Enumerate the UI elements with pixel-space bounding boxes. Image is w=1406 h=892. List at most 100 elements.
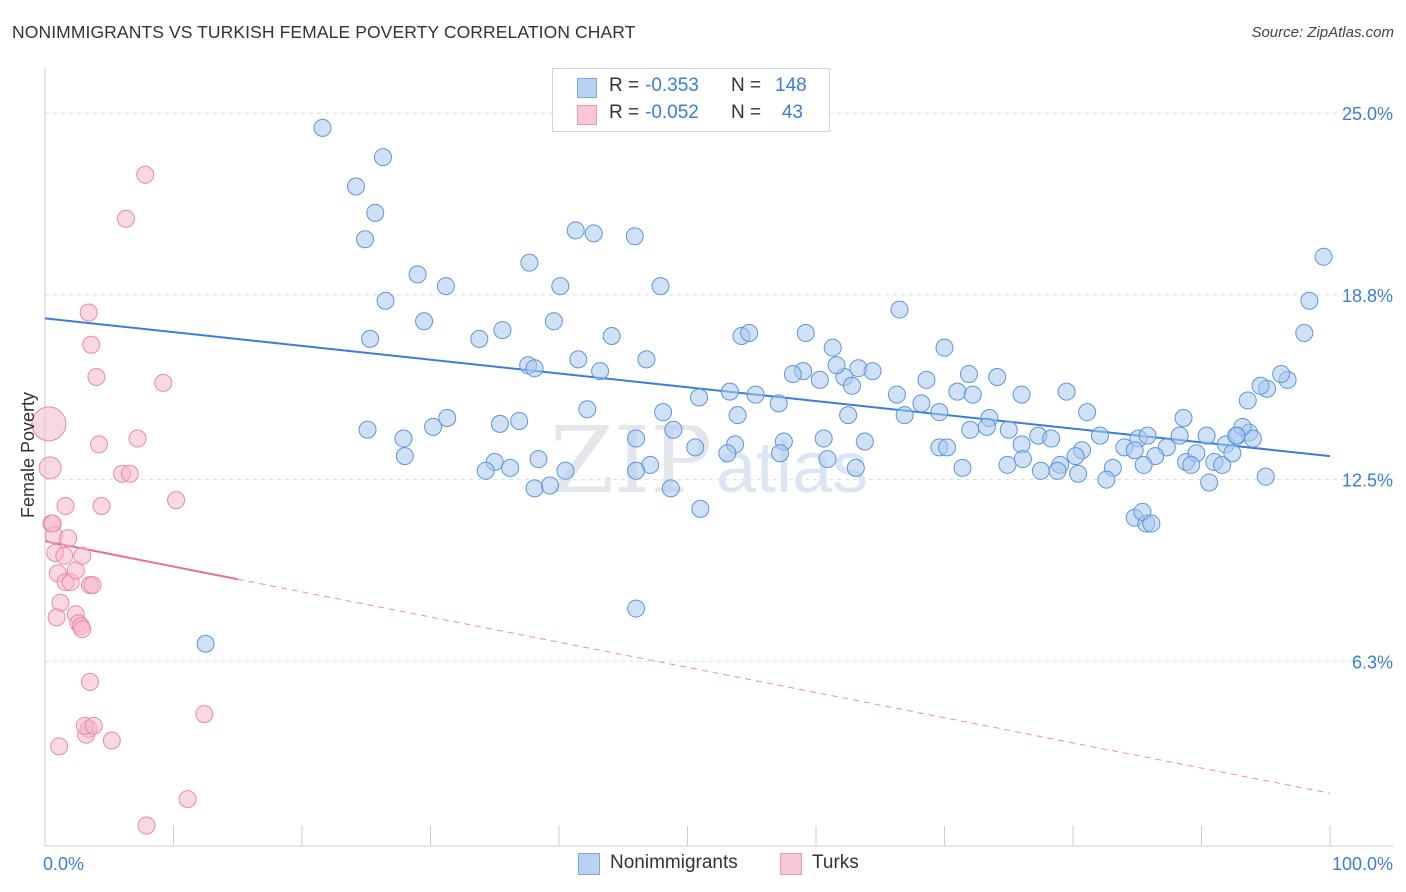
point-nonimmigrants (637, 350, 656, 369)
point-nonimmigrants (1300, 291, 1319, 310)
point-turks (89, 435, 108, 454)
turks-swatch (577, 105, 597, 125)
point-nonimmigrants (470, 329, 489, 348)
point-nonimmigrants (476, 461, 495, 480)
point-nonimmigrants (814, 429, 833, 448)
point-turks (50, 737, 69, 756)
nonimmigrants-legend-swatch (578, 853, 600, 875)
point-nonimmigrants (501, 458, 520, 477)
point-nonimmigrants (569, 350, 588, 369)
point-nonimmigrants (556, 461, 575, 480)
point-nonimmigrants (1182, 455, 1201, 474)
point-nonimmigrants (846, 458, 865, 477)
point-nonimmigrants (373, 148, 392, 167)
point-nonimmigrants (525, 359, 544, 378)
point-nonimmigrants (651, 277, 670, 296)
point-nonimmigrants (361, 329, 380, 348)
point-turks (73, 546, 92, 565)
point-nonimmigrants (1256, 467, 1275, 486)
point-nonimmigrants (510, 411, 529, 430)
point-nonimmigrants (917, 370, 936, 389)
point-nonimmigrants (1012, 385, 1031, 404)
point-nonimmigrants (746, 385, 765, 404)
point-nonimmigrants (718, 444, 737, 463)
point-nonimmigrants (438, 409, 457, 428)
point-turks (128, 429, 147, 448)
point-nonimmigrants (541, 476, 560, 495)
point-nonimmigrants (912, 394, 931, 413)
point-nonimmigrants (1031, 461, 1050, 480)
point-turks (83, 576, 102, 595)
point-nonimmigrants (1174, 409, 1193, 428)
point-nonimmigrants (424, 417, 443, 436)
point-nonimmigrants (529, 450, 548, 469)
point-turks (120, 464, 139, 483)
point-nonimmigrants (1213, 455, 1232, 474)
point-nonimmigrants (395, 447, 414, 466)
point-turks (87, 367, 106, 386)
x-tick-label: 0.0% (43, 854, 84, 874)
trend-line-nonimmigrants (44, 317, 1331, 458)
point-nonimmigrants (1142, 514, 1161, 533)
point-nonimmigrants (408, 265, 427, 284)
point-nonimmigrants (1134, 455, 1153, 474)
y-tick-label: 18.8% (1342, 286, 1393, 306)
trend-line-turks-extension (237, 578, 1331, 794)
point-nonimmigrants (493, 321, 512, 340)
point-nonimmigrants (769, 394, 788, 413)
chart-title: NONIMMIGRANTS VS TURKISH FEMALE POVERTY … (12, 22, 636, 42)
point-nonimmigrants (1042, 429, 1061, 448)
point-nonimmigrants (436, 277, 455, 296)
point-nonimmigrants (690, 388, 709, 407)
point-nonimmigrants (355, 230, 374, 249)
point-turks (55, 546, 74, 565)
point-nonimmigrants (783, 365, 802, 384)
point-nonimmigrants (948, 382, 967, 401)
point-nonimmigrants (1048, 461, 1067, 480)
stats-legend: R = -0.353 N = 148 R = -0.052 N = 43 (552, 68, 830, 132)
point-nonimmigrants (728, 406, 747, 425)
point-nonimmigrants (1090, 426, 1109, 445)
point-nonimmigrants (415, 312, 434, 331)
point-turks (102, 731, 121, 750)
point-nonimmigrants (855, 432, 874, 451)
legend-label-nonimmigrants: Nonimmigrants (610, 852, 738, 873)
point-turks (82, 335, 101, 354)
point-nonimmigrants (1272, 365, 1291, 384)
point-nonimmigrants (998, 455, 1017, 474)
point-nonimmigrants (1066, 447, 1085, 466)
point-nonimmigrants (1138, 426, 1157, 445)
point-nonimmigrants (999, 420, 1018, 439)
point-turks (73, 620, 92, 639)
point-nonimmigrants (358, 420, 377, 439)
point-nonimmigrants (1223, 444, 1242, 463)
point-nonimmigrants (895, 406, 914, 425)
point-nonimmigrants (1097, 470, 1116, 489)
point-nonimmigrants (818, 450, 837, 469)
point-nonimmigrants (1314, 247, 1333, 266)
n-value: 43 (781, 102, 803, 123)
point-nonimmigrants (827, 356, 846, 375)
point-turks (79, 303, 98, 322)
point-turks (195, 705, 214, 724)
n-label: N = (731, 102, 762, 123)
point-nonimmigrants (627, 461, 646, 480)
point-nonimmigrants (627, 599, 646, 618)
point-nonimmigrants (625, 227, 644, 246)
r-label: R = (609, 75, 640, 96)
point-nonimmigrants (796, 324, 815, 343)
point-turks (80, 672, 99, 691)
x-tick-label: 100.0% (1332, 854, 1393, 874)
y-tick-label: 25.0% (1342, 104, 1393, 124)
r-value: -0.052 (645, 102, 699, 123)
stats-legend-row-turks: R = -0.052 N = 43 (553, 100, 829, 128)
trend-layer (44, 317, 1331, 794)
point-nonimmigrants (1238, 391, 1257, 410)
r-value: -0.353 (645, 75, 699, 96)
point-nonimmigrants (823, 338, 842, 357)
point-nonimmigrants (938, 438, 957, 457)
point-nonimmigrants (890, 300, 909, 319)
point-nonimmigrants (935, 338, 954, 357)
point-nonimmigrants (863, 362, 882, 381)
